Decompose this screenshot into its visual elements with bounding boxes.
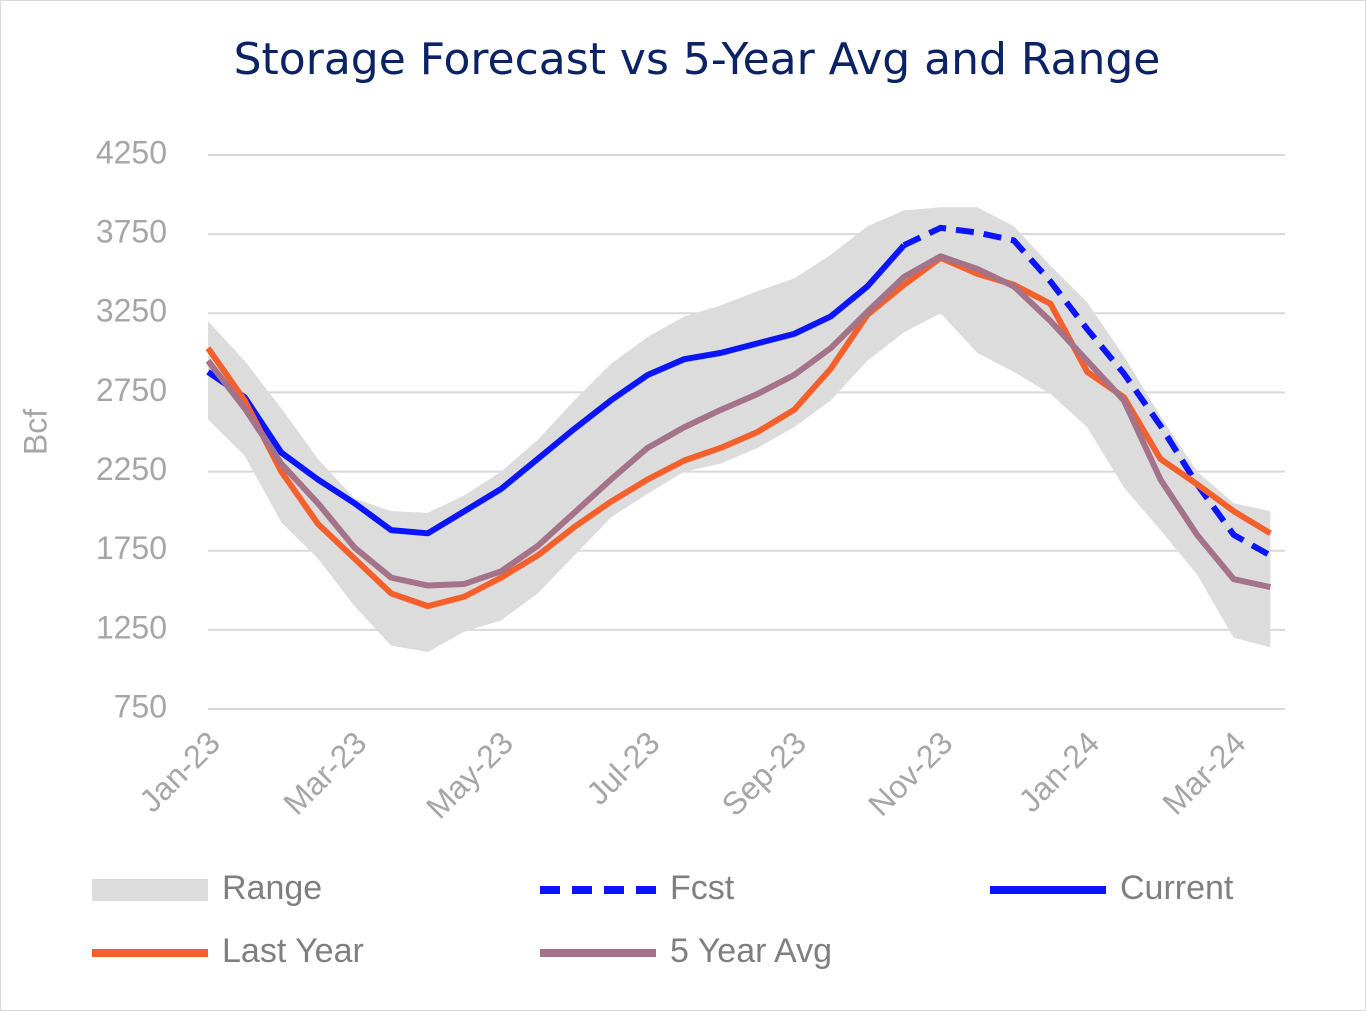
y-tick-label: 1250 [96,609,167,645]
legend-label: Fcst [670,869,735,907]
series-line [902,224,1272,559]
y-tick-label: 3750 [96,214,167,250]
y-tick-label: 750 [114,688,167,724]
y-tick-label: 2250 [96,451,167,487]
y-tick-label: 4250 [96,134,167,170]
series-line [205,254,1272,610]
legend-label: Range [222,869,322,907]
y-axis-label: Bcf [17,409,53,455]
legend-swatch [92,879,208,901]
y-tick-label: 1750 [96,530,167,566]
series-line [205,253,1271,591]
legend-label: Last Year [222,932,364,970]
range-band [208,207,1271,653]
chart-title: Storage Forecast vs 5-Year Avg and Range [234,34,1161,85]
y-tick-label: 2750 [96,372,167,408]
legend-label: Current [1120,869,1234,907]
legend-label: 5 Year Avg [670,932,832,970]
series-line [206,243,907,537]
y-tick-label: 3250 [96,293,167,329]
